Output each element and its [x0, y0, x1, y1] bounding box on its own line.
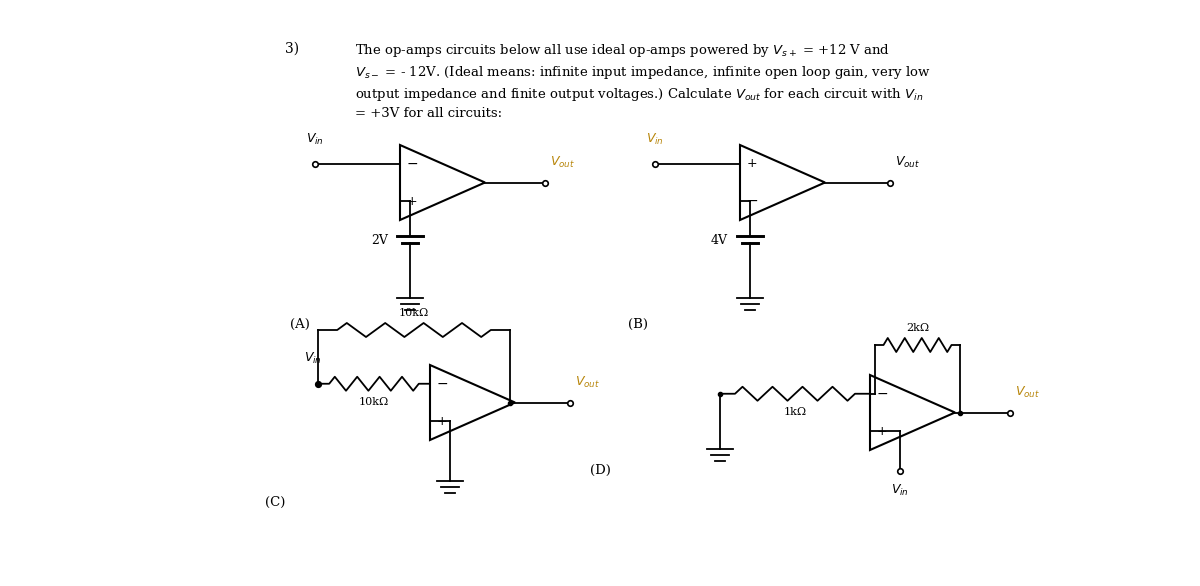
Text: 2kΩ: 2kΩ — [906, 323, 929, 333]
Text: −: − — [746, 194, 758, 208]
Text: $V_{out}$: $V_{out}$ — [575, 376, 600, 390]
Text: 3): 3) — [286, 42, 299, 56]
Text: The op-amps circuits below all use ideal op-amps powered by $V_{s+}$ = +12 V and: The op-amps circuits below all use ideal… — [355, 42, 930, 120]
Text: $V_{out}$: $V_{out}$ — [895, 155, 920, 171]
Text: $V_{in}$: $V_{in}$ — [892, 483, 908, 498]
Text: +: + — [746, 157, 757, 171]
Text: −: − — [436, 377, 448, 391]
Text: (B): (B) — [628, 318, 648, 331]
Text: 4V: 4V — [710, 234, 728, 247]
Text: 10kΩ: 10kΩ — [359, 397, 389, 407]
Text: 1kΩ: 1kΩ — [784, 407, 806, 417]
Text: +: + — [407, 195, 418, 208]
Text: +: + — [437, 415, 448, 428]
Text: 10kΩ: 10kΩ — [398, 308, 430, 318]
Text: $V_{in}$: $V_{in}$ — [646, 132, 664, 146]
Text: $V_{out}$: $V_{out}$ — [1015, 386, 1040, 400]
Text: $V_{in}$: $V_{in}$ — [304, 350, 322, 366]
Text: $V_{out}$: $V_{out}$ — [550, 155, 575, 171]
Text: (D): (D) — [590, 464, 611, 477]
Text: 2V: 2V — [371, 234, 388, 247]
Text: $V_{in}$: $V_{in}$ — [306, 132, 324, 146]
Text: +: + — [877, 425, 887, 438]
Text: (A): (A) — [290, 318, 310, 331]
Text: (C): (C) — [265, 496, 286, 509]
Text: −: − — [406, 156, 418, 171]
Text: −: − — [876, 387, 888, 401]
